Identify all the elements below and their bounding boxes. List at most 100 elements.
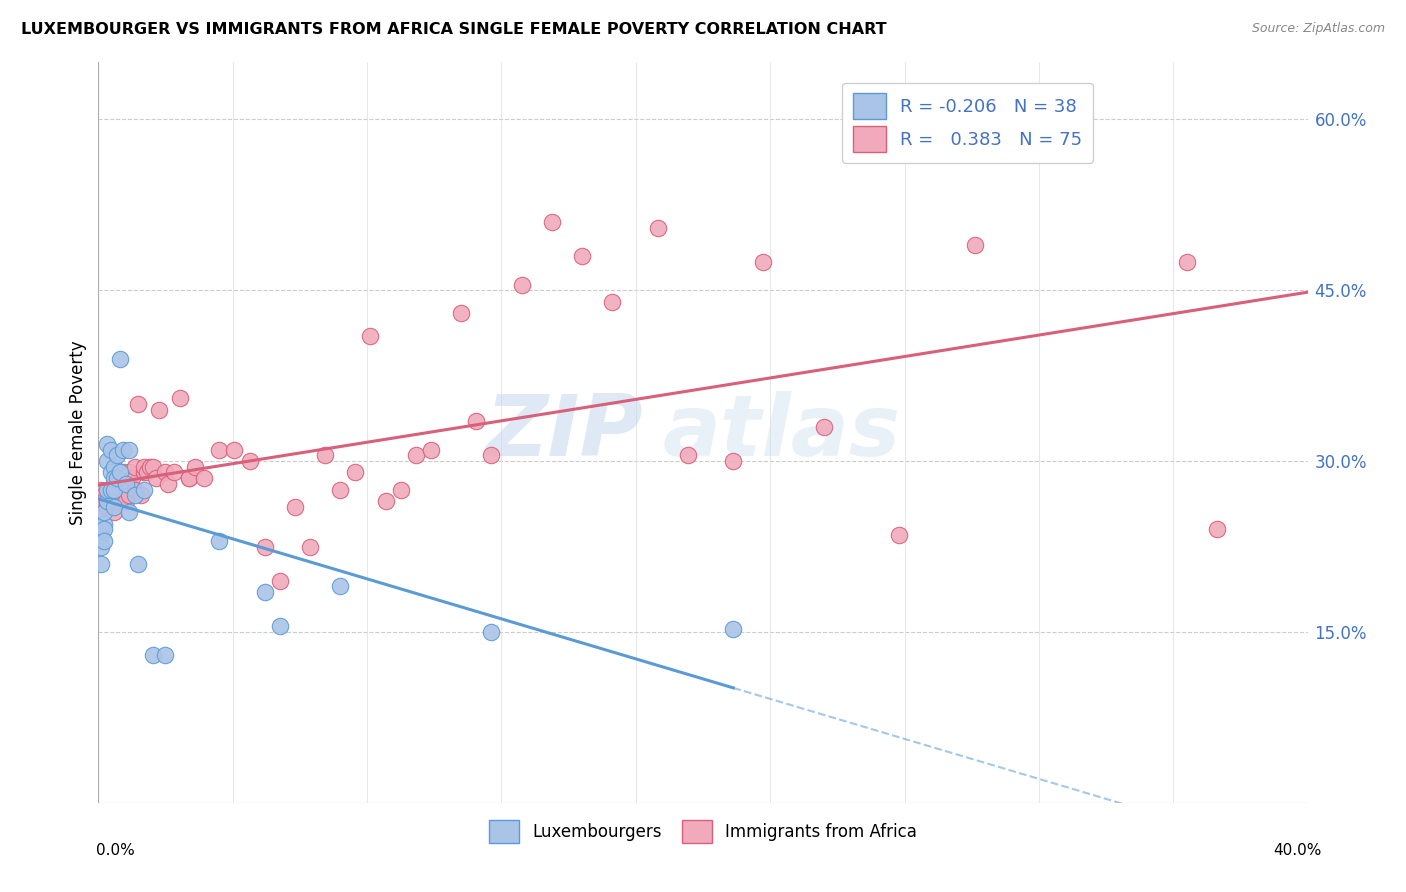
Point <box>239 454 262 468</box>
Point <box>723 454 745 468</box>
Point <box>96 454 118 468</box>
Point <box>114 476 136 491</box>
Point <box>108 466 131 480</box>
Point <box>602 294 624 309</box>
Text: 40.0%: 40.0% <box>1274 843 1322 858</box>
Point <box>93 505 115 519</box>
Point <box>284 500 307 514</box>
Point <box>163 466 186 480</box>
Point <box>1206 523 1229 537</box>
Point <box>103 500 125 514</box>
Point <box>103 505 125 519</box>
Point <box>405 449 427 463</box>
Point <box>96 494 118 508</box>
Point <box>96 494 118 508</box>
Point <box>465 414 488 428</box>
Point <box>90 483 112 497</box>
Point <box>208 442 231 457</box>
Point <box>127 557 149 571</box>
Point <box>108 471 131 485</box>
Point <box>450 306 472 320</box>
Point <box>124 488 146 502</box>
Point <box>269 619 291 633</box>
Point <box>420 442 443 457</box>
Point <box>108 351 131 366</box>
Point <box>224 442 246 457</box>
Point <box>127 397 149 411</box>
Point <box>142 459 165 474</box>
Point <box>103 476 125 491</box>
Point <box>96 483 118 497</box>
Point <box>90 505 112 519</box>
Y-axis label: Single Female Poverty: Single Female Poverty <box>69 341 87 524</box>
Point <box>156 476 179 491</box>
Text: LUXEMBOURGER VS IMMIGRANTS FROM AFRICA SINGLE FEMALE POVERTY CORRELATION CHART: LUXEMBOURGER VS IMMIGRANTS FROM AFRICA S… <box>21 22 887 37</box>
Point <box>93 494 115 508</box>
Point <box>103 483 125 497</box>
Point <box>208 533 231 548</box>
Point <box>813 420 835 434</box>
Point <box>253 540 276 554</box>
Point <box>329 579 352 593</box>
Point <box>647 220 669 235</box>
Point <box>344 466 367 480</box>
Point <box>360 328 382 343</box>
Point <box>142 648 165 662</box>
Point <box>111 488 134 502</box>
Point <box>103 459 125 474</box>
Point <box>299 540 322 554</box>
Point <box>105 471 128 485</box>
Point <box>481 449 503 463</box>
Point <box>100 483 122 497</box>
Text: ZIP: ZIP <box>485 391 643 475</box>
Point <box>193 471 215 485</box>
Point <box>114 476 136 491</box>
Point <box>105 476 128 491</box>
Legend: Luxembourgers, Immigrants from Africa: Luxembourgers, Immigrants from Africa <box>482 814 924 850</box>
Point <box>118 488 141 502</box>
Point <box>93 516 115 531</box>
Point <box>135 466 157 480</box>
Point <box>90 557 112 571</box>
Point <box>93 488 115 502</box>
Point <box>108 483 131 497</box>
Point <box>111 442 134 457</box>
Point <box>179 471 201 485</box>
Point <box>132 483 155 497</box>
Point <box>103 483 125 497</box>
Point <box>90 528 112 542</box>
Point <box>1175 254 1198 268</box>
Point <box>253 585 276 599</box>
Point <box>132 466 155 480</box>
Point <box>105 449 128 463</box>
Point <box>752 254 775 268</box>
Point <box>118 476 141 491</box>
Point <box>153 466 176 480</box>
Point <box>103 488 125 502</box>
Text: atlas: atlas <box>662 391 901 475</box>
Point <box>100 466 122 480</box>
Point <box>129 488 152 502</box>
Text: Source: ZipAtlas.com: Source: ZipAtlas.com <box>1251 22 1385 36</box>
Point <box>90 540 112 554</box>
Point <box>100 494 122 508</box>
Point <box>723 622 745 636</box>
Point <box>314 449 336 463</box>
Point <box>114 494 136 508</box>
Point <box>96 437 118 451</box>
Point <box>139 459 162 474</box>
Point <box>329 483 352 497</box>
Point <box>118 505 141 519</box>
Point <box>96 500 118 514</box>
Point <box>389 483 412 497</box>
Point <box>481 624 503 639</box>
Point <box>111 483 134 497</box>
Point <box>145 471 167 485</box>
Point <box>118 466 141 480</box>
Text: 0.0%: 0.0% <box>96 843 135 858</box>
Point <box>111 466 134 480</box>
Point <box>179 471 201 485</box>
Point <box>124 459 146 474</box>
Point <box>118 442 141 457</box>
Point <box>571 249 593 263</box>
